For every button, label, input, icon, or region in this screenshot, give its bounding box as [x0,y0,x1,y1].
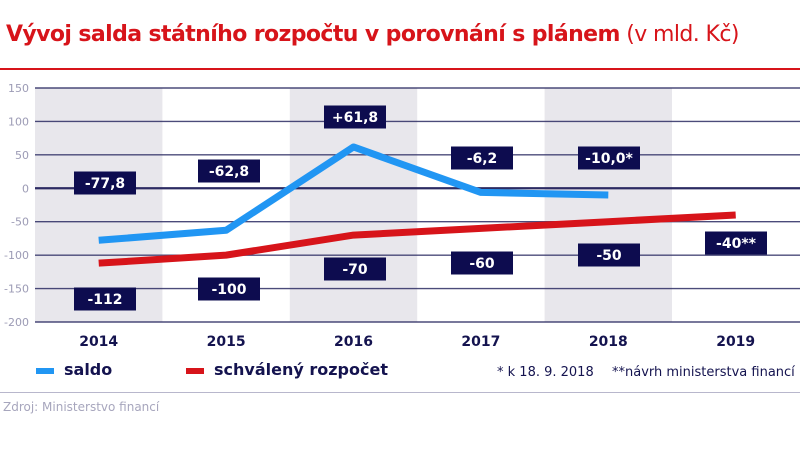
data-labels: -77,8 -62,8 +61,8 -6,2 -10,0* -112 -100 -70 -60 -… [74,105,767,311]
plan-line [98,211,736,267]
chart-title: Vývoj salda státního rozpočtu v porovnán… [6,22,739,47]
y-tick-label: -200 [4,316,29,329]
x-tick-label: 2017 [461,334,500,350]
y-tick-label: 0 [22,182,29,195]
svg-text:+61,8: +61,8 [332,110,378,126]
svg-text:-6,2: -6,2 [467,151,498,167]
title-unit: (v mld. Kč) [619,22,739,47]
y-axis-ticks: 150 100 50 0 -50 -100 -150 -200 [4,82,29,329]
data-label: +61,8 [324,105,386,129]
svg-text:-70: -70 [342,262,368,278]
y-tick-label: 100 [8,115,29,128]
data-label: -100 [198,277,260,301]
x-tick-label: 2019 [716,334,755,350]
saldo-line [98,143,609,244]
y-tick-label: -150 [4,283,29,296]
svg-text:-50: -50 [596,248,622,264]
title-divider [0,68,800,70]
band-2018 [544,88,672,322]
data-label: -6,2 [451,146,513,170]
legend-swatch-plan [186,367,204,374]
title-main: Vývoj salda státního rozpočtu v porovnán… [6,22,620,47]
data-label: -50 [578,243,640,267]
data-label: -62,8 [198,159,260,183]
band-2014 [35,88,163,322]
footer-divider [0,392,800,393]
legend-label-plan: schválený rozpočet [214,360,388,379]
legend-item-plan: schválený rozpočet [186,360,388,379]
note-double-star: **návrh ministerstva financí [612,365,795,380]
svg-text:-112: -112 [87,292,122,308]
data-label: -60 [451,251,513,275]
data-label: -10,0* [578,146,640,170]
data-label: -70 [324,257,386,281]
data-label: -112 [74,287,136,311]
y-tick-label: 50 [15,149,29,162]
svg-text:-77,8: -77,8 [85,176,125,192]
x-tick-label: 2018 [589,334,628,350]
svg-text:-100: -100 [211,282,246,298]
data-label: -77,8 [74,171,136,195]
data-label: -40** [705,231,767,255]
x-tick-label: 2015 [207,334,246,350]
svg-text:-10,0*: -10,0* [585,151,633,167]
series-lines [98,143,736,267]
svg-text:-60: -60 [469,256,495,272]
svg-text:-62,8: -62,8 [209,164,249,180]
x-tick-label: 2016 [334,334,373,350]
y-tick-label: -100 [4,249,29,262]
source-note: Zdroj: Ministerstvo financí [3,400,160,414]
y-tick-label: -50 [11,216,29,229]
legend-swatch-saldo [36,367,54,374]
x-axis-labels: 2014 2015 2016 2017 2018 2019 [79,334,755,350]
year-bands [35,88,672,322]
legend-item-saldo: saldo [36,360,112,379]
y-tick-label: 150 [8,82,29,95]
x-tick-label: 2014 [79,334,118,350]
note-star: * k 18. 9. 2018 [497,365,594,380]
legend-label-saldo: saldo [64,360,113,379]
svg-text:-40**: -40** [716,236,757,252]
